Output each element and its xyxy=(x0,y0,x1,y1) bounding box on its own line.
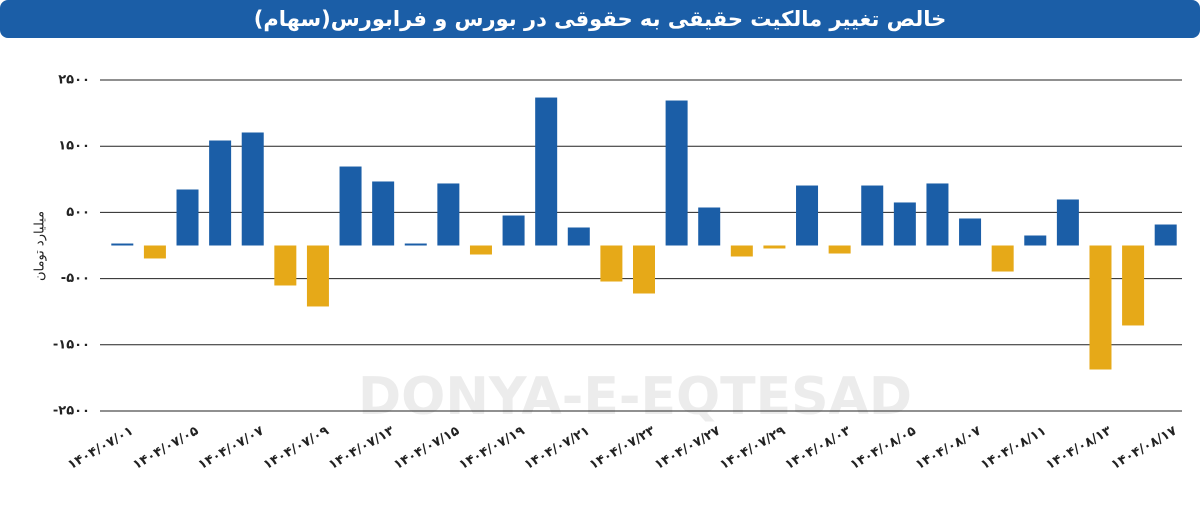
bar xyxy=(469,245,492,255)
y-tick-label: ۲۵۰۰ xyxy=(58,73,90,88)
title-bar xyxy=(0,0,1200,38)
bar xyxy=(926,183,949,246)
x-tick-label: ۱۴۰۴/۰۷/۲۷ xyxy=(652,423,723,473)
bar xyxy=(665,100,688,246)
bar xyxy=(730,245,753,257)
x-tick-label: ۱۴۰۴/۰۷/۲۳ xyxy=(587,423,658,473)
bar xyxy=(1089,245,1112,370)
x-tick-label: ۱۴۰۴/۰۷/۰۵ xyxy=(131,423,202,473)
y-tick-label: ۵۰۰ xyxy=(66,205,90,220)
chart-title: خالص تغییر مالکیت حقیقی به حقوقی در بورس… xyxy=(254,7,946,31)
x-tick-label: ۱۴۰۴/۰۷/۰۱ xyxy=(65,424,136,473)
bar xyxy=(535,97,558,246)
bar xyxy=(143,245,166,259)
x-tick-label: ۱۴۰۴/۰۷/۲۹ xyxy=(717,423,788,473)
bar xyxy=(828,245,851,254)
bar xyxy=(306,245,329,307)
bar xyxy=(1056,199,1079,246)
bar xyxy=(241,132,264,246)
bar xyxy=(1024,235,1047,246)
x-tick-label: ۱۴۰۴/۰۸/۰۷ xyxy=(913,423,984,473)
bar xyxy=(437,183,460,246)
x-tick-label: ۱۴۰۴/۰۷/۲۱ xyxy=(522,424,593,473)
x-tick-label: ۱۴۰۴/۰۸/۱۳ xyxy=(1044,423,1115,473)
x-tick-label: ۱۴۰۴/۰۷/۱۵ xyxy=(391,423,462,473)
bar xyxy=(698,207,721,246)
x-tick-label: ۱۴۰۴/۰۷/۱۳ xyxy=(326,423,397,473)
bar xyxy=(600,245,623,282)
bar xyxy=(339,166,362,246)
y-axis-label: میلیارد تومان xyxy=(33,211,48,281)
bar xyxy=(209,140,232,246)
x-tick-label: ۱۴۰۴/۰۷/۰۷ xyxy=(196,423,267,473)
bar xyxy=(372,181,395,246)
bar xyxy=(633,245,655,294)
bar xyxy=(1122,245,1145,326)
bar xyxy=(991,245,1014,272)
y-tick-label: -۱۵۰۰ xyxy=(53,337,90,352)
bar xyxy=(959,218,982,246)
bar xyxy=(274,245,297,286)
y-tick-label: -۵۰۰ xyxy=(61,271,90,286)
x-tick-label: ۱۴۰۴/۰۸/۱۷ xyxy=(1109,423,1180,473)
bar xyxy=(763,245,786,249)
bar xyxy=(861,185,884,246)
x-tick-label: ۱۴۰۴/۰۷/۱۹ xyxy=(457,423,528,473)
x-tick-label: ۱۴۰۴/۰۸/۰۳ xyxy=(783,423,854,473)
x-tick-label: ۱۴۰۴/۰۸/۱۱ xyxy=(978,424,1049,473)
bar xyxy=(111,243,134,246)
y-tick-label: ۱۵۰۰ xyxy=(58,139,90,154)
bar xyxy=(404,243,427,246)
y-tick-label: -۲۵۰۰ xyxy=(53,404,90,419)
bar xyxy=(567,227,590,246)
x-tick-label: ۱۴۰۴/۰۸/۰۵ xyxy=(848,423,919,473)
bar xyxy=(502,215,525,246)
bar xyxy=(796,185,819,246)
bar xyxy=(1154,224,1177,246)
bar xyxy=(893,202,916,246)
watermark: DONYA-E-EQTESAD xyxy=(358,367,912,427)
bar xyxy=(176,189,199,246)
x-tick-label: ۱۴۰۴/۰۷/۰۹ xyxy=(261,423,332,473)
